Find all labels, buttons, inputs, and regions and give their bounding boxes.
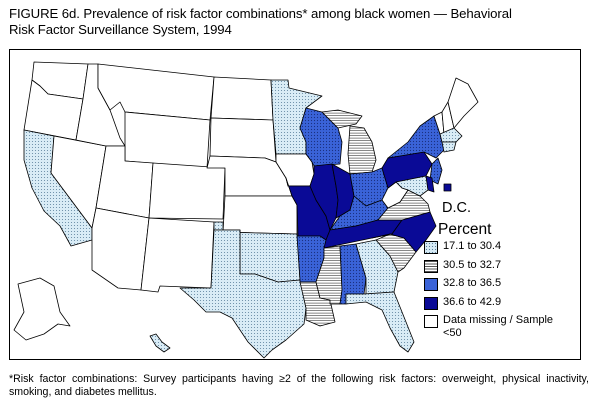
legend-label-c3: 32.8 to 36.5 — [443, 277, 502, 289]
legend-swatch-c2 — [424, 259, 438, 273]
state-dc — [443, 183, 452, 192]
state-de — [425, 175, 435, 193]
legend-label-missing: Data missing / Sample <50 — [443, 314, 554, 339]
title-line-2: Risk Factor Surveillance System, 1994 — [9, 22, 232, 37]
state-mi — [347, 125, 377, 175]
state-ak — [13, 277, 71, 341]
legend-swatch-c1 — [424, 241, 438, 254]
us-map — [13, 61, 479, 359]
legend-item-c3: 32.8 to 36.5 — [424, 277, 555, 291]
state-nm — [140, 217, 215, 293]
state-tx — [179, 229, 307, 359]
title-line-1: FIGURE 6d. Prevalence of risk factor com… — [9, 6, 512, 21]
legend-swatch-missing — [424, 315, 438, 328]
state-co — [148, 162, 226, 220]
state-wy — [124, 111, 211, 169]
legend-label-c2: 30.5 to 32.7 — [443, 258, 502, 271]
state-ny — [387, 115, 445, 159]
state-ks — [222, 195, 298, 235]
state-fa — [345, 291, 415, 353]
state-hi — [149, 333, 171, 353]
state-mt — [97, 63, 215, 121]
state-ct — [441, 141, 457, 153]
legend-swatch-c4 — [424, 296, 438, 310]
legend-item-missing: Data missing / Sample <50 — [424, 314, 555, 340]
state-nc — [371, 211, 437, 253]
state-ma — [439, 127, 463, 143]
legend-label-c4: 36.6 to 42.9 — [443, 295, 502, 308]
footnote: *Risk factor combinations: Survey partic… — [9, 373, 589, 398]
map-frame — [9, 49, 581, 360]
state-mi-up — [321, 109, 363, 129]
legend-label-c1: 17.1 to 30.4 — [443, 240, 502, 252]
legend-item-c4: 36.6 to 42.9 — [424, 296, 555, 310]
dc-label: D.C. — [442, 200, 471, 216]
legend-title: Percent — [438, 221, 492, 238]
state-sd — [209, 117, 277, 163]
state-nd — [210, 76, 274, 121]
state-az — [91, 207, 150, 291]
legend-swatch-c3 — [424, 278, 438, 291]
legend-item-c1: 17.1 to 30.4 — [424, 240, 555, 254]
state-me — [447, 77, 479, 129]
legend: 17.1 to 30.4 30.5 to 32.7 32.8 to 36.5 3… — [424, 240, 555, 345]
legend-item-c2: 30.5 to 32.7 — [424, 259, 555, 273]
figure-title: FIGURE 6d. Prevalence of risk factor com… — [9, 6, 589, 38]
